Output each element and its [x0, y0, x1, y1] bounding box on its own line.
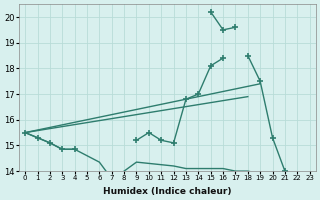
X-axis label: Humidex (Indice chaleur): Humidex (Indice chaleur) — [103, 187, 232, 196]
